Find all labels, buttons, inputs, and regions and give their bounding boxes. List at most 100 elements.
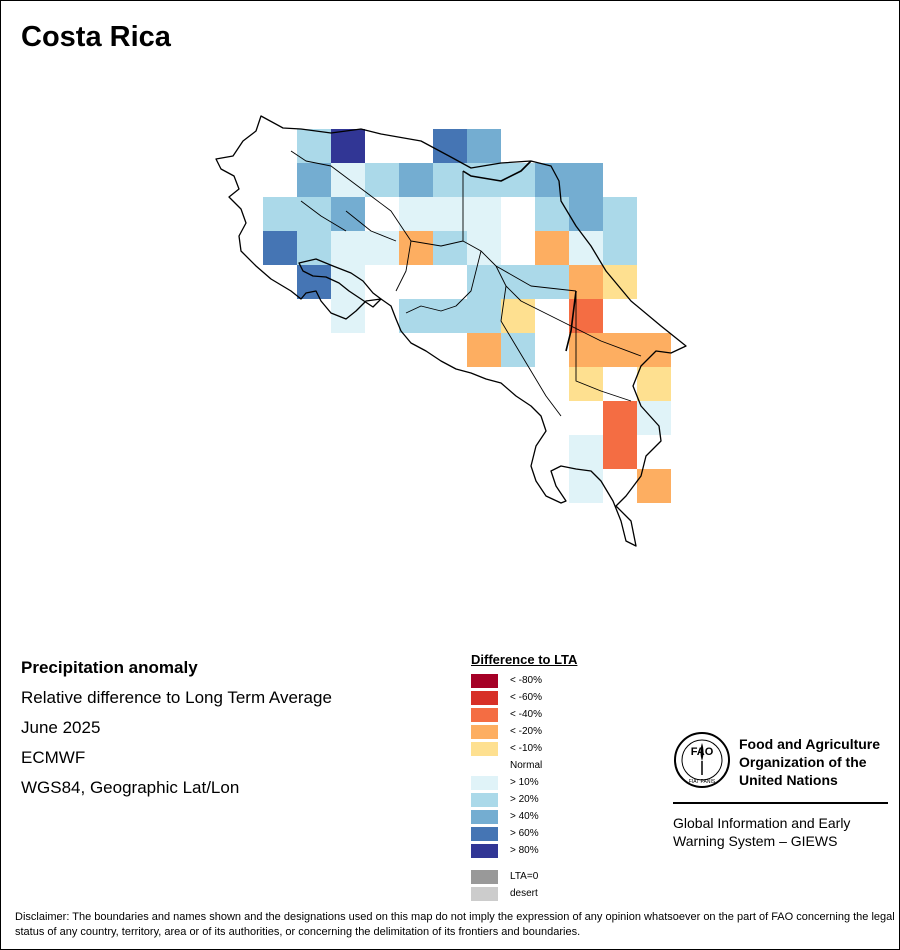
- anomaly-cell: [467, 333, 501, 367]
- info-title: Precipitation anomaly: [21, 658, 198, 677]
- anomaly-cell: [467, 197, 501, 231]
- anomaly-cell: [603, 333, 637, 367]
- disclaimer: Disclaimer: The boundaries and names sho…: [15, 911, 895, 938]
- legend-label: < -60%: [510, 692, 542, 703]
- anomaly-cell: [467, 231, 501, 265]
- legend-swatch: [471, 793, 498, 807]
- anomaly-cell: [331, 197, 365, 231]
- anomaly-cell: [501, 265, 535, 299]
- org-name-line-3: United Nations: [739, 772, 838, 788]
- legend-swatch: [471, 674, 498, 688]
- province-boundaries: [290, 150, 642, 417]
- legend-label: < -10%: [510, 743, 542, 754]
- legend-label: > 20%: [510, 794, 539, 805]
- legend-label: < -40%: [510, 709, 542, 720]
- fao-branding: FAO FIAT PANIS Food and Agriculture Orga…: [673, 731, 891, 856]
- anomaly-cell: [535, 265, 569, 299]
- fao-logo-icon: FAO FIAT PANIS: [674, 732, 730, 788]
- legend-swatch: [471, 870, 498, 884]
- anomaly-cell: [467, 265, 501, 299]
- legend-swatch: [471, 810, 498, 824]
- giews-line-2: Warning System – GIEWS: [673, 833, 838, 849]
- legend-swatch: [471, 844, 498, 858]
- anomaly-cell: [501, 231, 535, 265]
- border-line: [462, 160, 577, 352]
- map-title: Costa Rica: [21, 21, 171, 53]
- fao-logo-letters: FAO: [691, 746, 714, 758]
- fao-logo-motto: FIAT PANIS: [689, 779, 716, 785]
- legend-swatch: [471, 776, 498, 790]
- anomaly-cell: [501, 299, 535, 333]
- anomaly-cell: [433, 163, 467, 197]
- info-source: ECMWF: [21, 748, 86, 767]
- anomaly-cell: [399, 231, 433, 265]
- legend-swatch: [471, 887, 498, 901]
- gulf-of-nicoya-outline: [298, 258, 382, 308]
- anomaly-cell: [603, 401, 637, 435]
- legend-swatch: [471, 759, 498, 773]
- legend: Difference to LTA < -80% < -60% < -40% < -2…: [471, 652, 671, 907]
- anomaly-cell: [637, 333, 671, 367]
- anomaly-cell: [569, 231, 603, 265]
- anomaly-cell: [535, 197, 569, 231]
- anomaly-cell: [297, 129, 331, 163]
- anomaly-cell: [535, 231, 569, 265]
- map-area: [215, 115, 687, 547]
- anomaly-cell: [637, 469, 671, 503]
- anomaly-cell: [331, 129, 365, 163]
- info-period: June 2025: [21, 718, 101, 737]
- anomaly-cell: [263, 231, 297, 265]
- legend-label: > 60%: [510, 828, 539, 839]
- anomaly-cell: [467, 299, 501, 333]
- anomaly-grid: [263, 129, 671, 503]
- info-projection: WGS84, Geographic Lat/Lon: [21, 778, 240, 797]
- giews-line-1: Global Information and Early: [673, 815, 851, 831]
- anomaly-cell: [569, 197, 603, 231]
- legend-label: LTA=0: [510, 871, 539, 882]
- anomaly-cell: [263, 197, 297, 231]
- divider: [673, 802, 888, 804]
- legend-swatch: [471, 725, 498, 739]
- country-outline: [215, 115, 687, 547]
- anomaly-cell: [433, 299, 467, 333]
- anomaly-cell: [569, 469, 603, 503]
- anomaly-cell: [331, 299, 365, 333]
- legend-label: > 40%: [510, 811, 539, 822]
- anomaly-cell: [331, 231, 365, 265]
- anomaly-cell: [331, 163, 365, 197]
- anomaly-cell: [433, 231, 467, 265]
- legend-label: > 80%: [510, 845, 539, 856]
- anomaly-cell: [569, 367, 603, 401]
- anomaly-cell: [365, 231, 399, 265]
- legend-label: desert: [510, 888, 538, 899]
- coastline-outline: [215, 115, 687, 547]
- info-measure: Relative difference to Long Term Average: [21, 688, 332, 707]
- anomaly-cell: [501, 163, 535, 197]
- legend-swatch: [471, 708, 498, 722]
- anomaly-cell: [399, 299, 433, 333]
- anomaly-cell: [433, 129, 467, 163]
- legend-swatch: [471, 691, 498, 705]
- anomaly-cell: [603, 265, 637, 299]
- anomaly-cell: [603, 231, 637, 265]
- anomaly-cell: [297, 163, 331, 197]
- anomaly-cell: [399, 197, 433, 231]
- anomaly-cell: [399, 163, 433, 197]
- legend-label: < -80%: [510, 675, 542, 686]
- anomaly-cell: [637, 367, 671, 401]
- legend-title: Difference to LTA: [471, 652, 578, 667]
- legend-label: Normal: [510, 760, 543, 771]
- anomaly-cell: [501, 197, 535, 231]
- anomaly-cell: [569, 435, 603, 469]
- anomaly-cell: [467, 129, 501, 163]
- anomaly-cell: [569, 265, 603, 299]
- org-name-line-2: Organization of the: [739, 754, 867, 770]
- anomaly-cell: [603, 197, 637, 231]
- legend-label: > 10%: [510, 777, 539, 788]
- anomaly-cell: [365, 163, 399, 197]
- anomaly-cell: [637, 401, 671, 435]
- anomaly-cell: [569, 333, 603, 367]
- anomaly-cell: [569, 163, 603, 197]
- anomaly-cell: [365, 197, 399, 231]
